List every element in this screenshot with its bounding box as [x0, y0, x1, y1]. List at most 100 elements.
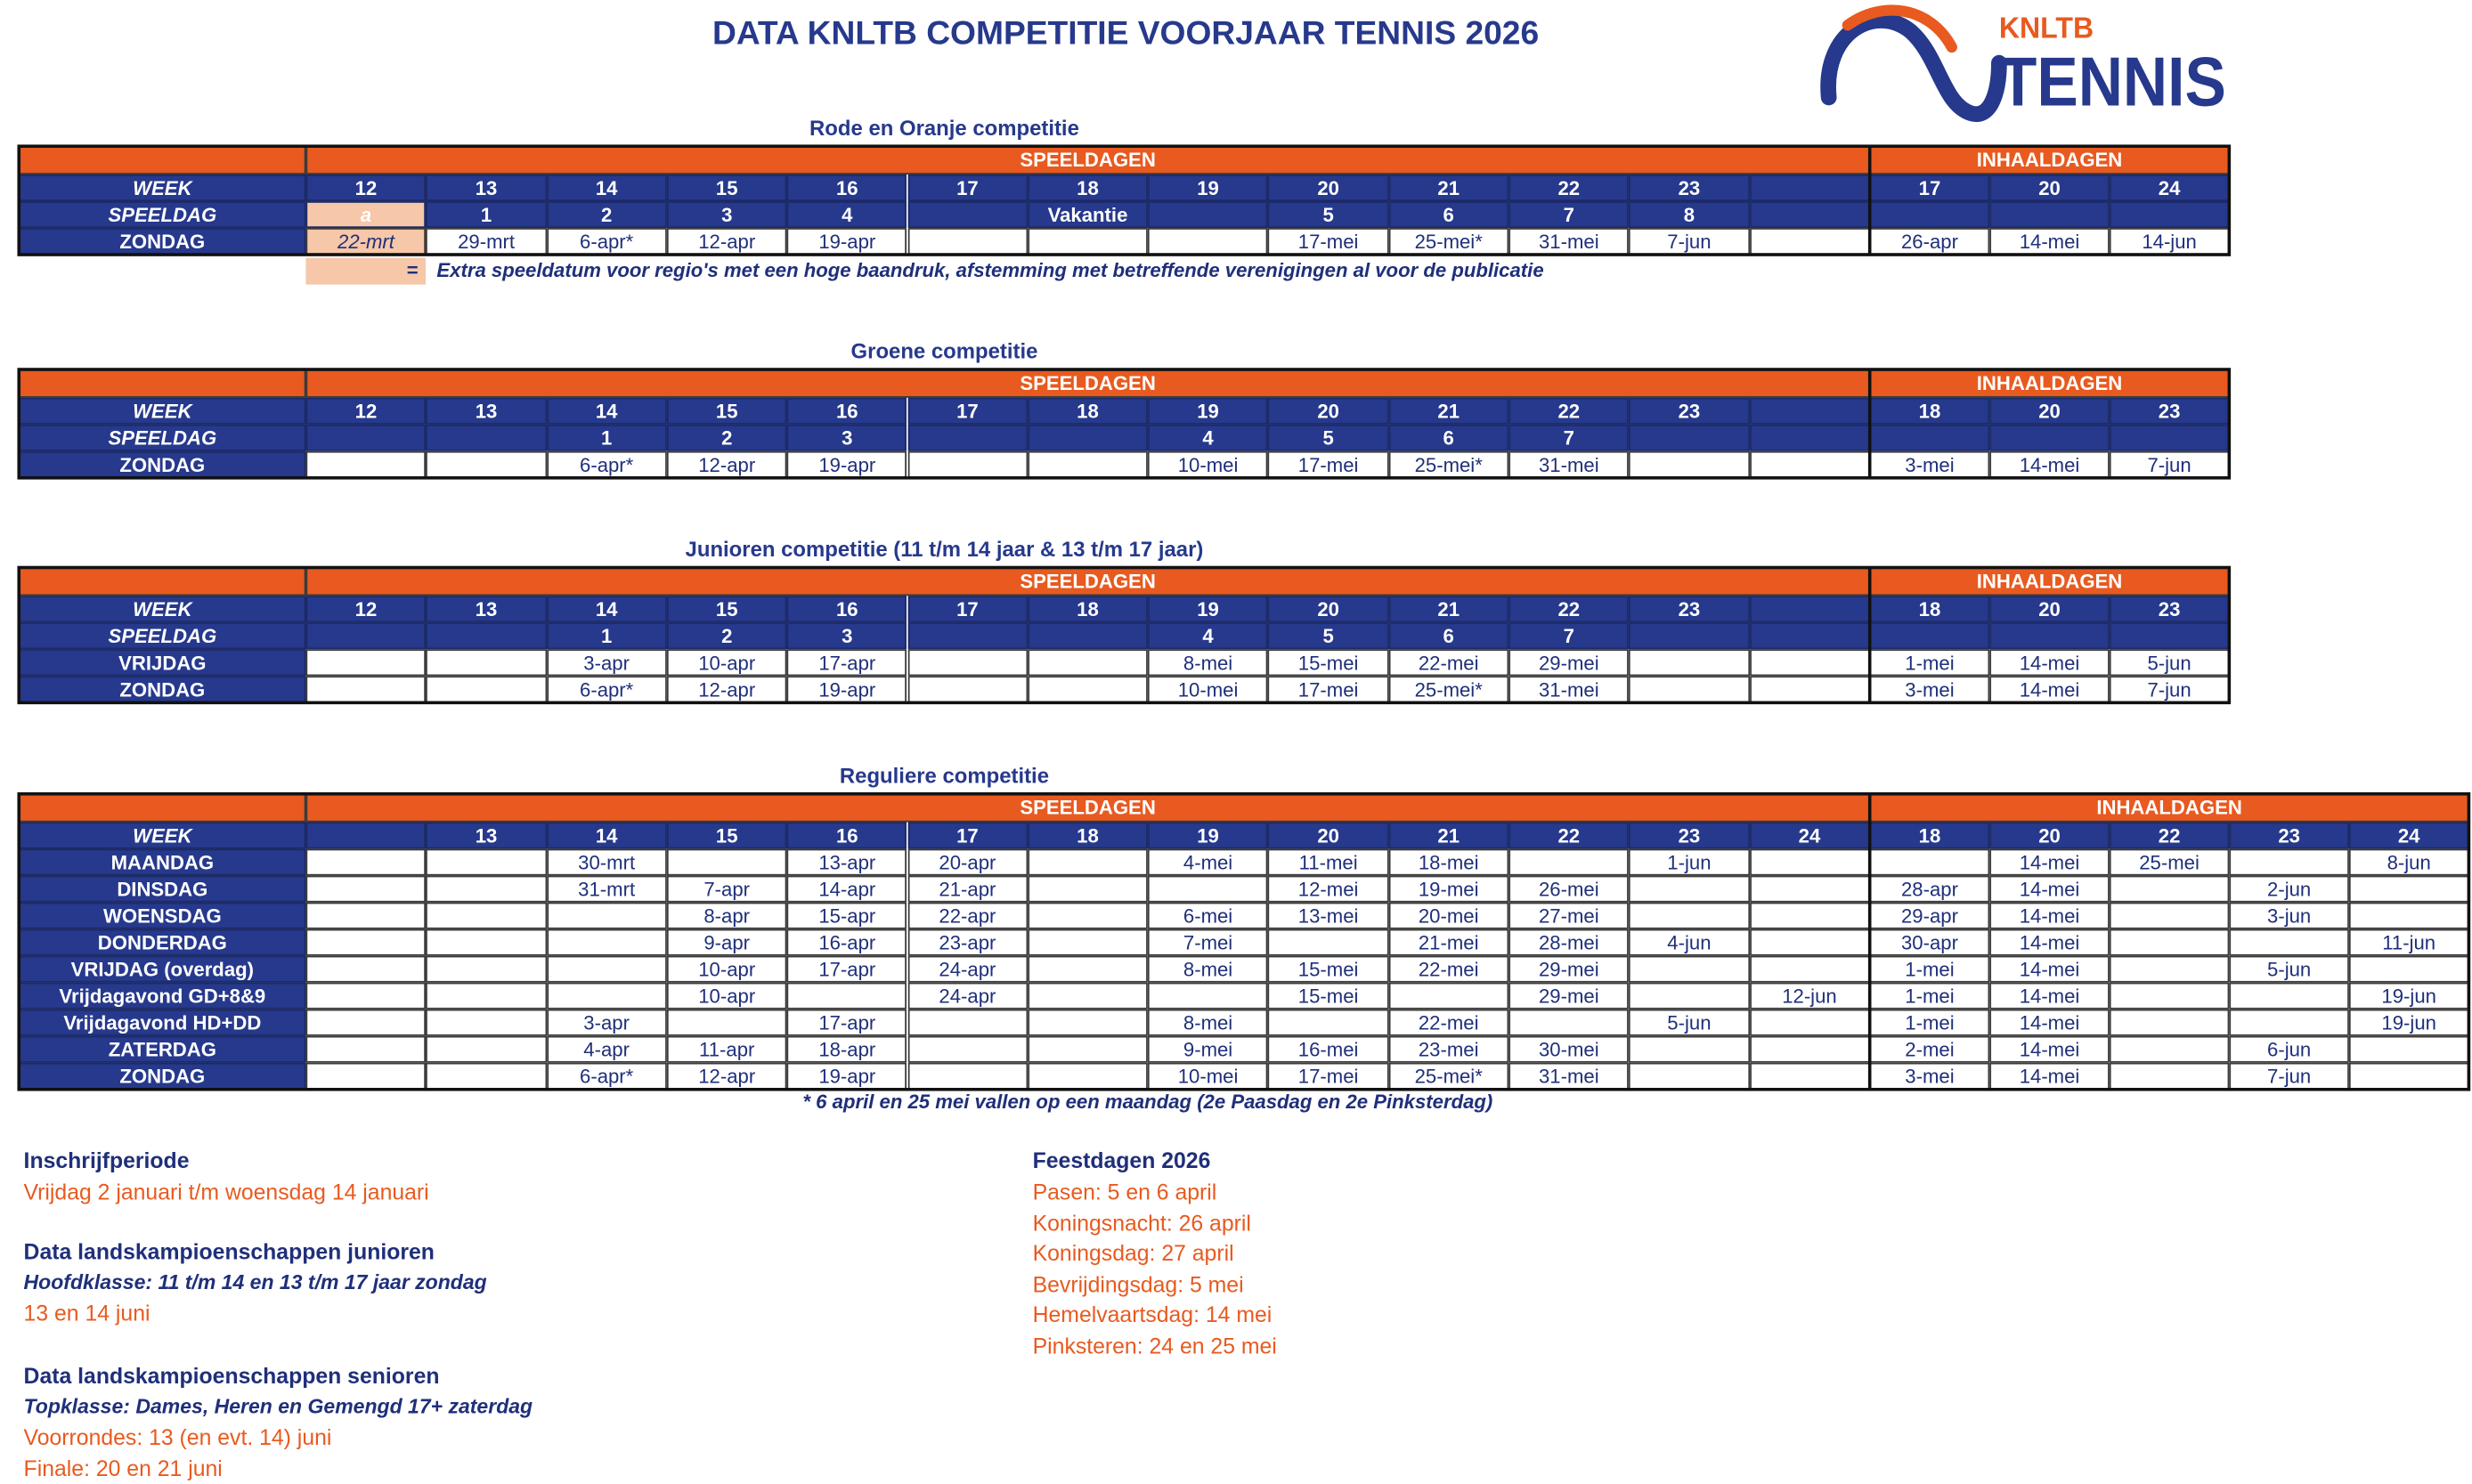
empty-cell [2109, 201, 2230, 229]
empty-cell [1749, 875, 1870, 903]
cell: 31-mei [1508, 676, 1630, 703]
cell: 17-mei [1268, 676, 1389, 703]
info-line: Voorrondes: 13 (en evt. 14) juni [23, 1423, 332, 1450]
empty-cell [1629, 982, 1750, 1010]
empty-cell [1148, 875, 1269, 903]
cell: 8-jun [2348, 848, 2469, 876]
cell: 14-mei [1989, 228, 2110, 255]
empty-cell [907, 228, 1028, 255]
cell: 20 [1268, 596, 1389, 623]
empty-cell [2109, 955, 2230, 983]
cell: 17-apr [786, 649, 907, 677]
empty-cell [1749, 929, 1870, 956]
row-label: ZONDAG [19, 1062, 306, 1090]
empty-cell [1508, 848, 1630, 876]
empty-cell [305, 929, 427, 956]
cell: 1-jun [1629, 848, 1750, 876]
info-line: Hemelvaartsdag: 14 mei [1032, 1302, 1273, 1327]
cell: 19 [1148, 174, 1269, 202]
cell: 4-jun [1629, 929, 1750, 956]
table-title: Rode en Oranje competitie [809, 116, 1079, 141]
cell: 12-jun [1749, 982, 1870, 1010]
cell: 2 [666, 424, 787, 451]
empty-cell [426, 955, 547, 983]
cell: 15 [666, 397, 787, 425]
empty-cell [1148, 228, 1269, 255]
cell: 22 [1508, 822, 1630, 849]
cell: 11-apr [666, 1035, 787, 1063]
empty-cell [1148, 982, 1269, 1010]
cell: 17-mei [1268, 228, 1389, 255]
cell: 22 [2109, 822, 2230, 849]
info-line: Finale: 20 en 21 juni [23, 1456, 223, 1481]
cell: 20 [1989, 822, 2110, 849]
empty-cell [426, 1009, 547, 1036]
empty-cell [1027, 955, 1149, 983]
empty-cell [426, 929, 547, 956]
empty-cell [2109, 1062, 2230, 1090]
empty-cell [2109, 929, 2230, 956]
cell: 17-apr [786, 1009, 907, 1036]
cell: 20 [1989, 174, 2110, 202]
empty-cell [1629, 902, 1750, 929]
empty-cell [1989, 424, 2110, 451]
empty-cell [666, 1009, 787, 1036]
cell: 1-mei [1869, 982, 1990, 1010]
empty-cell [666, 848, 787, 876]
divider [1867, 146, 1872, 255]
row-label: ZONDAG [19, 228, 306, 255]
cell: 22-mei [1388, 1009, 1509, 1036]
info-heading: Data landskampioenschappen senioren [23, 1363, 440, 1389]
cell: 14-mei [1989, 875, 2110, 903]
cell: 1-mei [1869, 955, 1990, 983]
empty-cell [1027, 875, 1149, 903]
cell: 16 [786, 822, 907, 849]
cell: 4 [786, 201, 907, 229]
empty-cell [2109, 622, 2230, 650]
cell: 7-mei [1148, 929, 1269, 956]
cell: 10-mei [1148, 1062, 1269, 1090]
cell: 19 [1148, 822, 1269, 849]
cell: 20 [1268, 174, 1389, 202]
row-label: WEEK [19, 822, 306, 849]
cell: 15 [666, 596, 787, 623]
cell: 3 [786, 424, 907, 451]
cell: 3-mei [1869, 1062, 1990, 1090]
cell: 29-apr [1869, 902, 1990, 929]
row-label: WOENSDAG [19, 902, 306, 929]
empty-cell [1027, 1035, 1149, 1063]
empty-cell [1629, 955, 1750, 983]
cell: 30-mei [1508, 1035, 1630, 1063]
empty-cell [1629, 1062, 1750, 1090]
cell: 12-apr [666, 228, 787, 255]
cell: 21 [1388, 174, 1509, 202]
info-subheading: Topklasse: Dames, Heren en Gemengd 17+ z… [23, 1394, 533, 1418]
empty-cell [426, 902, 547, 929]
cell: 29-mei [1508, 982, 1630, 1010]
empty-cell [1749, 1035, 1870, 1063]
cell: 24 [2109, 174, 2230, 202]
cell: 19-mei [1388, 875, 1509, 903]
logo-bottom: TENNIS [1999, 44, 2226, 120]
cell: 15 [666, 174, 787, 202]
empty-cell [907, 450, 1028, 478]
group-header: SPEELDAGEN [305, 369, 1870, 398]
empty-cell [1027, 424, 1149, 451]
cell: 30-mrt [546, 848, 667, 876]
cell: 28-mei [1508, 929, 1630, 956]
cell: 22-apr [907, 902, 1028, 929]
cell: 23 [1629, 174, 1750, 202]
cell: 4 [1148, 622, 1269, 650]
empty-cell [1749, 596, 1870, 623]
cell: 20 [1268, 822, 1389, 849]
empty-cell [2109, 875, 2230, 903]
cell: 26-mei [1508, 875, 1630, 903]
empty-cell [2348, 1035, 2469, 1063]
header-corner [19, 567, 306, 596]
cell: 18 [1869, 397, 1990, 425]
cell: 19-apr [786, 676, 907, 703]
cell: 31-mei [1508, 1062, 1630, 1090]
cell: 14-mei [1989, 982, 2110, 1010]
cell: 8-mei [1148, 649, 1269, 677]
logo-swoosh-orange [1842, 4, 1957, 53]
